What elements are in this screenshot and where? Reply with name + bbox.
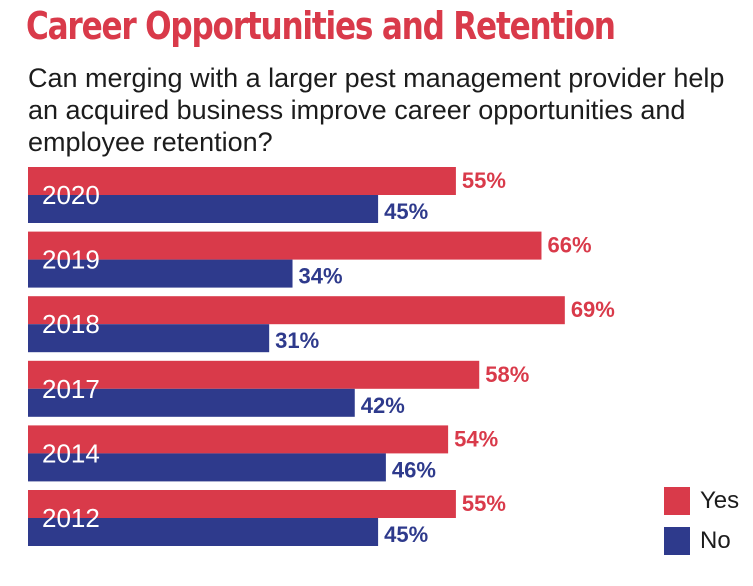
category-label-2017: 2017 (42, 374, 100, 404)
bar-no-2020 (28, 195, 379, 223)
value-label-no-2012: 45% (384, 522, 428, 547)
value-label-yes-2012: 55% (462, 491, 506, 516)
value-label-no-2020: 45% (384, 199, 428, 224)
bar-yes-2019 (28, 231, 542, 260)
legend-label-yes: Yes (700, 487, 740, 514)
value-label-no-2017: 42% (361, 393, 405, 418)
category-label-2019: 2019 (42, 245, 100, 275)
bar-yes-2017 (28, 360, 480, 389)
value-label-yes-2014: 54% (454, 426, 498, 451)
bar-yes-2014 (28, 425, 449, 454)
legend-swatch-no (664, 527, 690, 555)
value-label-no-2014: 46% (392, 457, 436, 482)
bar-yes-2012 (28, 490, 456, 518)
legend-item-yes: Yes (664, 481, 739, 521)
chart-title: Career Opportunities and Retention (26, 4, 616, 48)
legend-swatch-yes (664, 487, 690, 515)
bar-no-2017 (28, 388, 355, 417)
value-label-yes-2019: 66% (547, 233, 591, 258)
legend: Yes No (664, 481, 739, 561)
category-label-2020: 2020 (42, 180, 100, 210)
category-label-2014: 2014 (42, 438, 100, 468)
value-label-no-2018: 31% (275, 328, 319, 353)
bar-yes-2018 (28, 296, 565, 325)
legend-item-no: No (664, 521, 739, 561)
chart-subtitle: Can merging with a larger pest managemen… (28, 63, 725, 157)
bar-no-2018 (28, 324, 270, 353)
category-label-2018: 2018 (42, 309, 100, 339)
bar-no-2012 (28, 518, 379, 546)
legend-label-no: No (700, 527, 731, 554)
value-label-no-2019: 34% (299, 264, 343, 289)
category-label-2012: 2012 (42, 503, 100, 533)
bar-yes-2020 (28, 167, 456, 195)
value-label-yes-2017: 58% (485, 362, 529, 387)
value-label-yes-2020: 55% (462, 168, 506, 193)
bar-no-2019 (28, 259, 293, 288)
value-label-yes-2018: 69% (571, 297, 615, 322)
bar-no-2014 (28, 453, 386, 482)
